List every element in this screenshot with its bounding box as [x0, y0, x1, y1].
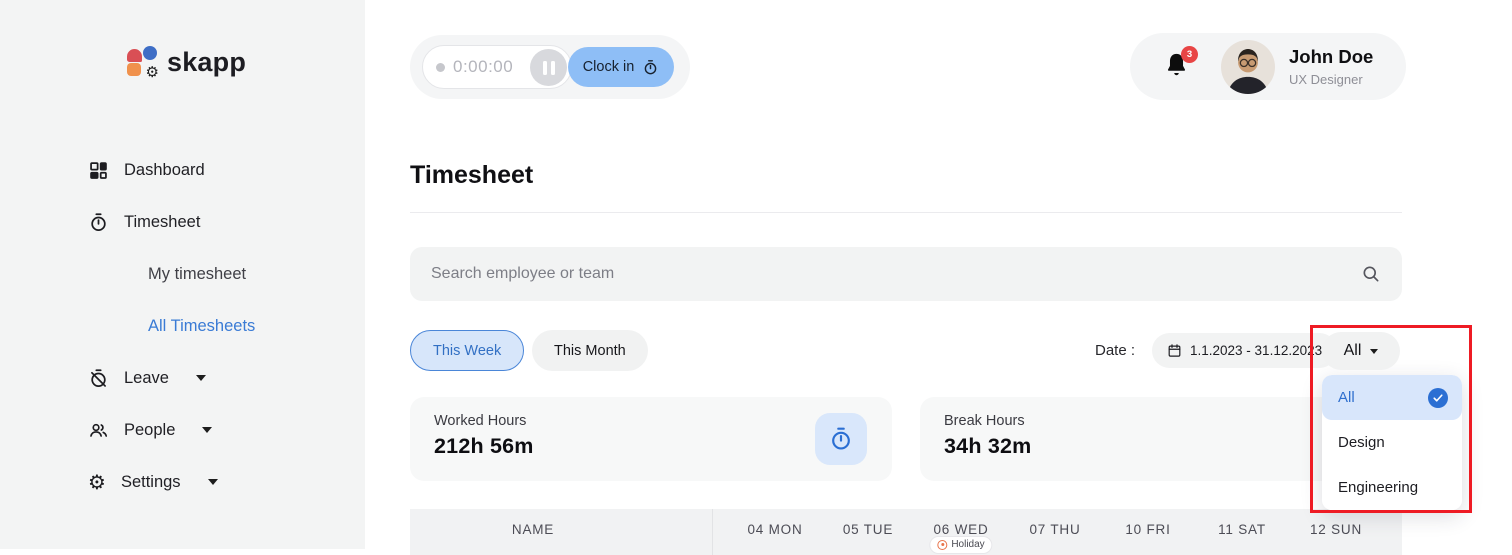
- dropdown-option-all[interactable]: All: [1322, 375, 1462, 420]
- timer-value: 0:00:00: [453, 57, 514, 76]
- date-label: Date :: [1095, 342, 1136, 359]
- people-icon: [88, 420, 109, 441]
- logo-blue-circle: [143, 46, 157, 60]
- user-role: UX Designer: [1289, 72, 1363, 87]
- column-header-day: 11 SAT: [1218, 522, 1266, 537]
- app-logo-icon: ⚙: [127, 46, 159, 81]
- column-header-day: 06 WED: [933, 522, 989, 537]
- search-input[interactable]: [410, 247, 1402, 301]
- stopwatch-icon-badge: [815, 413, 867, 465]
- clock-in-button[interactable]: Clock in: [568, 47, 674, 87]
- divider: [410, 212, 1402, 213]
- sidebar: ⚙ skapp Dashboard Timesheet: [0, 0, 365, 549]
- dropdown-option-design[interactable]: Design: [1322, 420, 1462, 465]
- dropdown-option-engineering[interactable]: Engineering: [1322, 465, 1462, 510]
- worked-hours-label: Worked Hours: [434, 413, 527, 429]
- search-icon[interactable]: [1361, 264, 1381, 284]
- notifications-button[interactable]: 3: [1163, 46, 1198, 81]
- logo-orange-square: [127, 63, 141, 76]
- column-header-day: 12 SUN: [1309, 522, 1363, 537]
- notification-badge: 3: [1181, 46, 1198, 63]
- date-range-picker[interactable]: 1.1.2023 - 31.12.2023: [1152, 333, 1338, 368]
- divider: [712, 509, 713, 555]
- sidebar-item-label: People: [124, 420, 176, 439]
- dropdown-option-label: All: [1338, 389, 1355, 406]
- chevron-down-icon: [207, 479, 218, 485]
- worked-hours-card: Worked Hours 212h 56m: [410, 397, 892, 481]
- timer-off-icon: [88, 368, 109, 389]
- stopwatch-icon: [832, 427, 850, 450]
- filter-this-month[interactable]: This Month: [532, 330, 648, 371]
- break-hours-card: Break Hours 34h 32m: [920, 397, 1402, 481]
- user-name: John Doe: [1289, 46, 1374, 67]
- holiday-tag-label: Holiday: [951, 539, 985, 550]
- pause-icon: [542, 60, 547, 75]
- timesheet-table-header: NAME 04 MON 05 TUE 06 WED 07 THU 10 FRI …: [410, 509, 1402, 555]
- filter-this-week[interactable]: This Week: [410, 330, 525, 371]
- worked-hours-value: 212h 56m: [434, 434, 534, 458]
- column-header-day: 10 FRI: [1125, 522, 1171, 537]
- sidebar-item-label: Dashboard: [124, 160, 205, 179]
- break-hours-value: 34h 32m: [944, 434, 1032, 458]
- settings-gear-icon: ⚙: [88, 470, 106, 494]
- team-filter-dropdown-button[interactable]: All: [1322, 332, 1400, 370]
- timer-widget: 0:00:00 Clock in: [410, 35, 690, 99]
- chevron-down-icon: [202, 427, 213, 433]
- sidebar-nav: Dashboard Timesheet My timesheet All Tim…: [0, 150, 365, 514]
- calendar-icon: [1167, 343, 1182, 358]
- avatar-image: [1221, 40, 1275, 94]
- timer-display: 0:00:00: [422, 45, 572, 89]
- timer-icon: [88, 212, 109, 233]
- sidebar-item-label: Timesheet: [124, 212, 201, 231]
- column-header-day: 07 THU: [1029, 522, 1081, 537]
- pause-button[interactable]: [530, 49, 567, 86]
- sidebar-item-label: Settings: [120, 472, 181, 491]
- bell-icon: [1167, 53, 1186, 76]
- team-filter-dropdown-menu: All Design Engineering: [1322, 375, 1462, 510]
- team-filter-selected: All: [1343, 342, 1362, 359]
- timer-status-dot: [436, 62, 445, 72]
- check-circle-icon: [1428, 387, 1448, 408]
- clock-in-label: Clock in: [582, 59, 635, 75]
- user-widget: 3 John Doe UX Designer: [1130, 33, 1406, 100]
- dropdown-option-label: Engineering: [1338, 479, 1419, 496]
- avatar[interactable]: [1221, 40, 1275, 94]
- logo-gear-icon: ⚙: [145, 63, 159, 81]
- column-header-day: 05 TUE: [842, 522, 894, 537]
- app-logo-text: skapp: [167, 47, 247, 77]
- dropdown-option-label: Design: [1338, 434, 1385, 451]
- sidebar-item-label: My timesheet: [148, 264, 247, 283]
- sidebar-item-people[interactable]: People: [0, 410, 365, 450]
- sidebar-item-label: Leave: [124, 368, 169, 387]
- break-hours-label: Break Hours: [944, 413, 1025, 429]
- holiday-icon: [937, 539, 948, 550]
- holiday-tag: Holiday: [929, 536, 993, 554]
- chevron-down-icon: [195, 375, 206, 381]
- sidebar-item-dashboard[interactable]: Dashboard: [0, 150, 365, 190]
- sidebar-item-my-timesheet[interactable]: My timesheet: [0, 254, 365, 294]
- sidebar-item-timesheet[interactable]: Timesheet: [0, 202, 365, 242]
- date-range-value: 1.1.2023 - 31.12.2023: [1190, 343, 1323, 358]
- sidebar-item-all-timesheets[interactable]: All Timesheets: [0, 306, 365, 346]
- sidebar-item-settings[interactable]: ⚙ Settings: [0, 462, 365, 502]
- column-header-name: NAME: [511, 522, 555, 537]
- sidebar-item-label: All Timesheets: [148, 316, 256, 335]
- sidebar-item-leave[interactable]: Leave: [0, 358, 365, 398]
- search-bar: [410, 247, 1402, 301]
- dashboard-icon: [88, 160, 109, 181]
- app-logo[interactable]: ⚙ skapp: [127, 46, 247, 81]
- page-title: Timesheet: [410, 161, 534, 189]
- chevron-down-icon: [1370, 348, 1379, 354]
- stopwatch-icon: [642, 59, 659, 76]
- column-header-day: 04 MON: [747, 522, 803, 537]
- logo-red-shape: [127, 49, 142, 62]
